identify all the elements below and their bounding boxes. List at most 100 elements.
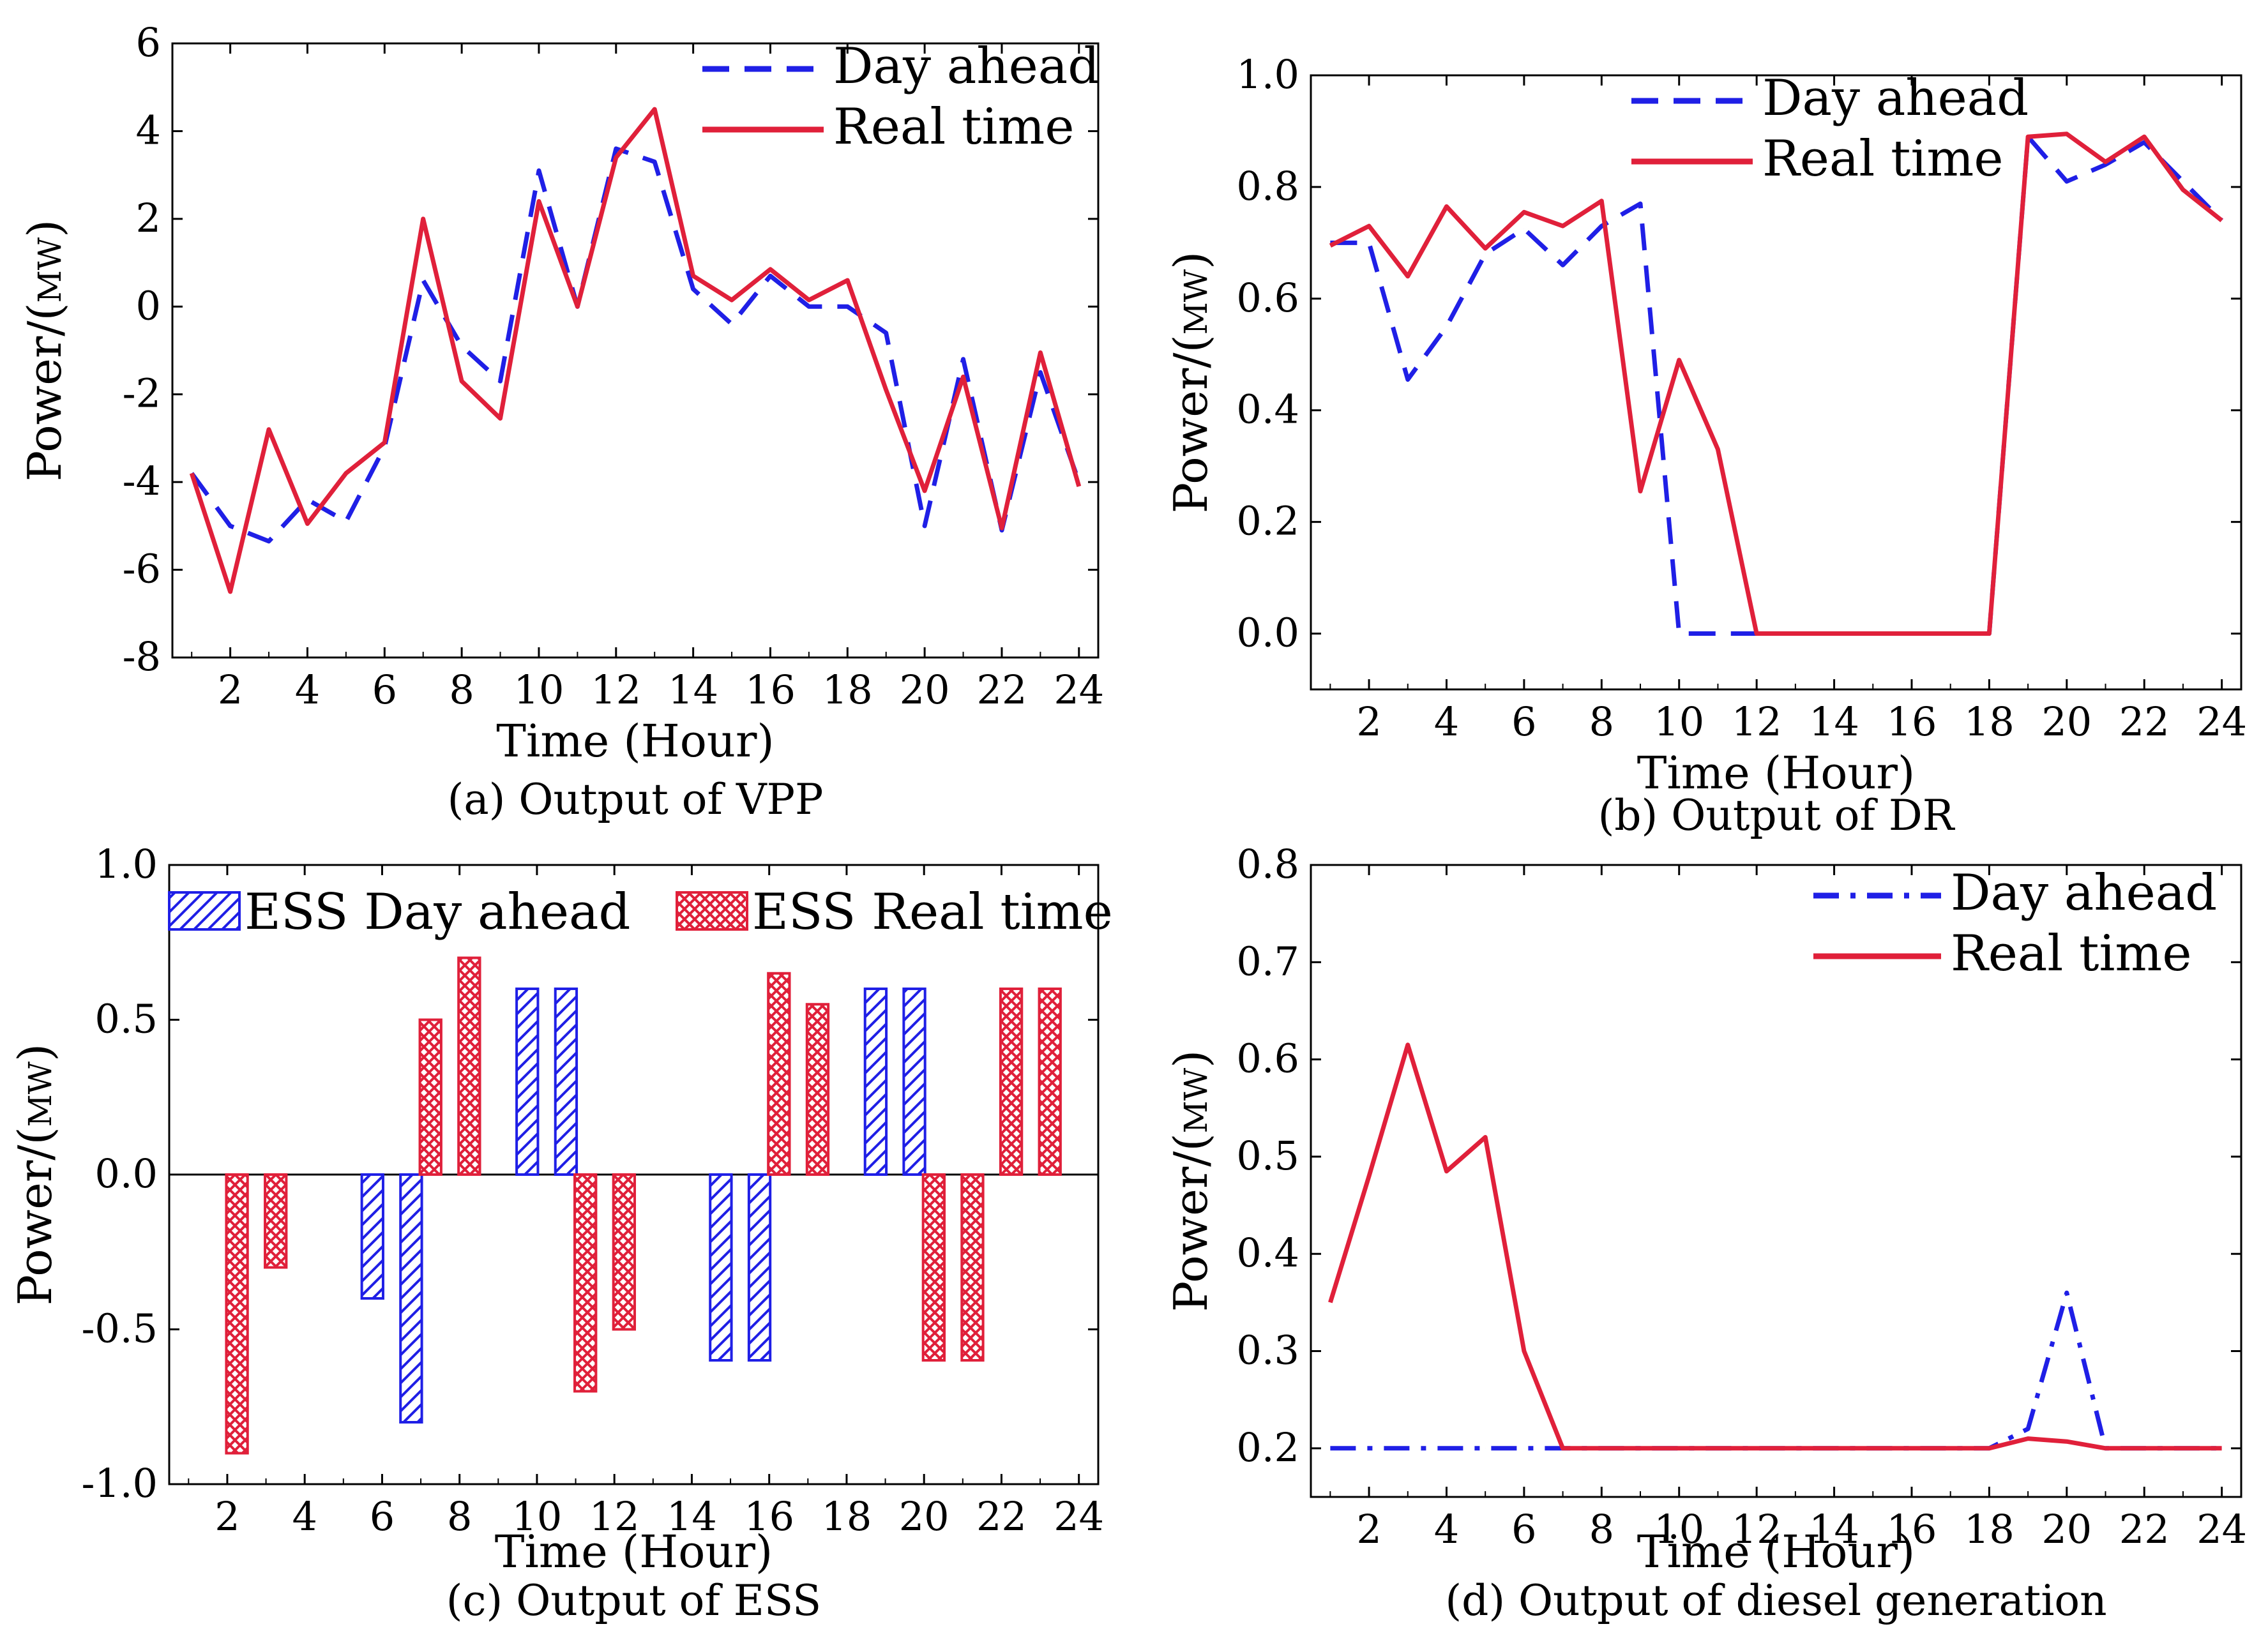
x-tick-label: 10 — [514, 666, 564, 713]
series-line-day-ahead — [1330, 1290, 2222, 1451]
panel-caption: (a) Output of VPP — [448, 775, 824, 824]
x-tick-label: 20 — [2041, 698, 2092, 745]
bar-real-time — [264, 1173, 288, 1269]
y-tick-label: -4 — [123, 458, 161, 504]
y-tick-label: -0.5 — [81, 1305, 158, 1352]
y-tick-label: 0.2 — [1236, 498, 1299, 545]
y-tick-label: 0.6 — [1236, 1035, 1299, 1082]
legend-label: Day ahead — [833, 38, 1100, 95]
bar-day-ahead — [554, 988, 578, 1176]
y-axis-label-unit: MW — [1177, 269, 1214, 334]
x-axis-label: Time (Hour) — [495, 1526, 773, 1578]
x-tick-label: 22 — [977, 666, 1027, 713]
legend-swatch — [676, 891, 748, 931]
x-axis-label: Time (Hour) — [496, 715, 774, 767]
x-tick-label: 16 — [1887, 1506, 1937, 1552]
x-tick-label: 24 — [2196, 698, 2247, 745]
y-tick-label: 0 — [136, 282, 161, 329]
x-tick-label: 16 — [745, 666, 796, 713]
bar-day-ahead — [399, 1173, 423, 1424]
bar-day-ahead — [747, 1173, 772, 1362]
y-axis-label-unit: MW — [1177, 1067, 1214, 1133]
x-tick-label: 16 — [744, 1493, 794, 1540]
y-axis-label-main: Power/( — [8, 1127, 62, 1305]
x-tick-label: 8 — [1589, 698, 1614, 745]
panel-caption: (d) Output of diesel generation — [1445, 1576, 2106, 1625]
x-tick-label: 6 — [370, 1493, 395, 1540]
y-tick-label: -8 — [123, 633, 161, 680]
x-tick-label: 6 — [1511, 698, 1536, 745]
plot-frame — [1310, 864, 2242, 1498]
legend-label: Real time — [833, 98, 1075, 156]
y-tick-label: 1.0 — [94, 841, 158, 887]
x-tick-label: 12 — [1732, 698, 1782, 745]
y-axis-label-main: Power/( — [1164, 1133, 1218, 1312]
bar-real-time — [1038, 988, 1062, 1176]
legend-label: ESS Real time — [752, 883, 1113, 941]
x-tick-label: 18 — [821, 1493, 872, 1540]
series-line-real-time — [1328, 1042, 2222, 1451]
series-line-real-time — [1329, 131, 2223, 636]
series-line-real-time — [189, 107, 1082, 594]
legend-label: Day ahead — [1762, 70, 2029, 127]
x-tick-label: 24 — [1054, 666, 1104, 713]
x-tick-label: 12 — [589, 1493, 640, 1540]
x-tick-label: 18 — [822, 666, 873, 713]
y-axis-label: Power/(MW) — [1164, 252, 1218, 514]
y-tick-label: -1.0 — [81, 1460, 158, 1507]
bar-real-time — [457, 956, 481, 1176]
x-tick-label: 20 — [899, 1493, 949, 1540]
y-axis-label-unit: MW — [22, 1061, 59, 1127]
x-tick-label: 8 — [449, 666, 474, 713]
x-axis-label: Time (Hour) — [1637, 747, 1915, 799]
x-tick-label: 2 — [1356, 1506, 1381, 1552]
bar-real-time — [225, 1173, 249, 1455]
x-tick-label: 24 — [2196, 1506, 2247, 1552]
x-tick-label: 10 — [1654, 698, 1704, 745]
y-tick-label: 2 — [136, 195, 161, 241]
x-tick-label: 2 — [1356, 698, 1381, 745]
x-tick-label: 22 — [2119, 698, 2170, 745]
y-tick-label: 0.4 — [1236, 386, 1299, 433]
y-axis-label-unit: MW — [31, 237, 68, 303]
y-axis-label: Power/(MW) — [1164, 1050, 1218, 1312]
x-tick-label: 22 — [976, 1493, 1027, 1540]
y-tick-label: 0.0 — [1236, 610, 1299, 656]
y-tick-label: 0.3 — [1236, 1327, 1299, 1374]
x-tick-label: 14 — [1809, 1506, 1859, 1552]
x-tick-label: 22 — [2119, 1506, 2170, 1552]
legend-label: Real time — [1762, 130, 2004, 188]
y-tick-label: 4 — [136, 107, 161, 153]
y-axis-label-main: Power/( — [1164, 334, 1218, 513]
y-axis-label-main: Power/( — [18, 303, 72, 481]
bar-day-ahead — [863, 988, 888, 1176]
x-tick-label: 20 — [2041, 1506, 2092, 1552]
bar-real-time — [805, 1003, 830, 1176]
y-axis-label: Power/(MW) — [8, 1044, 62, 1306]
legend-label: Day ahead — [1951, 864, 2217, 922]
y-tick-label: 0.5 — [1236, 1132, 1299, 1179]
y-tick-label: -2 — [123, 370, 161, 417]
y-tick-label: 0.6 — [1236, 274, 1299, 321]
y-axis-label-close: ) — [1164, 1050, 1218, 1068]
x-tick-label: 4 — [1434, 1506, 1459, 1552]
x-tick-label: 20 — [900, 666, 950, 713]
x-tick-label: 12 — [1732, 1506, 1782, 1552]
y-tick-label: 0.2 — [1236, 1424, 1299, 1471]
y-tick-label: 0.4 — [1236, 1229, 1299, 1276]
bar-real-time — [418, 1018, 442, 1176]
y-tick-label: 0.7 — [1236, 938, 1299, 984]
bar-real-time — [960, 1173, 985, 1362]
series-line-day-ahead — [1330, 134, 2224, 636]
bar-day-ahead — [902, 988, 926, 1176]
bar-real-time — [612, 1173, 637, 1331]
x-tick-label: 10 — [511, 1493, 562, 1540]
x-tick-label: 4 — [295, 666, 320, 713]
y-tick-label: 0.0 — [94, 1150, 158, 1197]
bar-real-time — [573, 1173, 598, 1393]
y-tick-label: 0.8 — [1236, 163, 1299, 209]
panel-c-ess: 2 4 6 8 10 12 14 16 18 20 22 24-1.0-0.50.00.51.0Tim… — [8, 841, 1113, 1625]
x-tick-label: 8 — [447, 1493, 472, 1540]
